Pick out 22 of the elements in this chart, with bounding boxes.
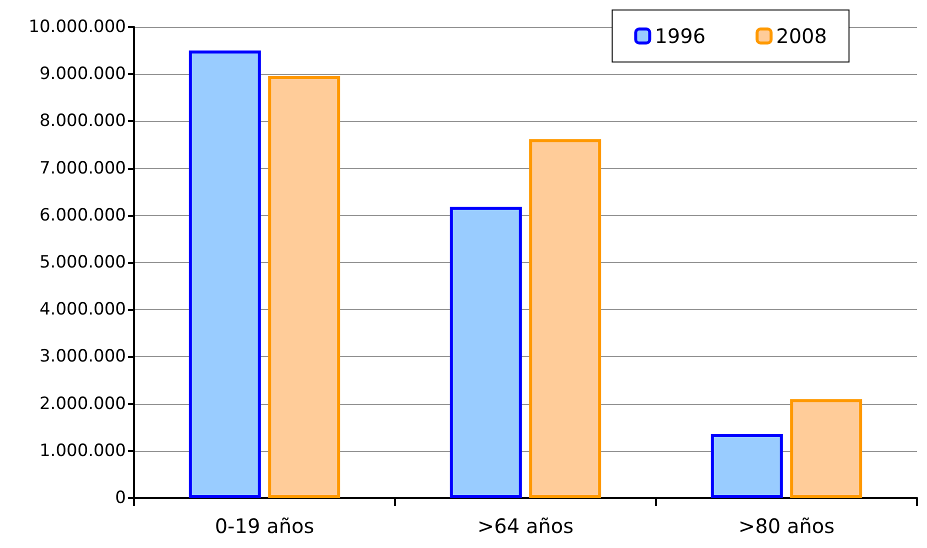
y-tick-label: 7.000.000 <box>39 158 126 178</box>
bar <box>450 206 522 498</box>
bar <box>188 50 261 498</box>
y-tick-label: 4.000.000 <box>39 300 126 320</box>
y-tick-label: 3.000.000 <box>39 346 126 367</box>
legend-label: 1996 <box>654 24 706 48</box>
y-tick-label: 8.000.000 <box>39 111 126 132</box>
y-tick-label: 6.000.000 <box>39 205 126 226</box>
bar <box>790 399 862 498</box>
y-tick-label: 9.000.000 <box>39 64 126 84</box>
bar <box>529 139 602 498</box>
legend-label: 2008 <box>776 24 828 48</box>
y-tick-label: 1.000.000 <box>39 440 126 461</box>
y-tick-label: 5.000.000 <box>39 252 126 272</box>
x-tick-label: >80 años <box>738 514 835 538</box>
bar <box>710 434 783 498</box>
y-tick-label: 2.000.000 <box>39 394 126 414</box>
bar <box>268 76 340 498</box>
y-tick-label: 10.000.000 <box>28 17 126 37</box>
x-tick-label: 0-19 años <box>214 514 314 538</box>
y-tick-label: 0 <box>115 488 126 508</box>
x-tick-label: >64 años <box>477 514 574 538</box>
